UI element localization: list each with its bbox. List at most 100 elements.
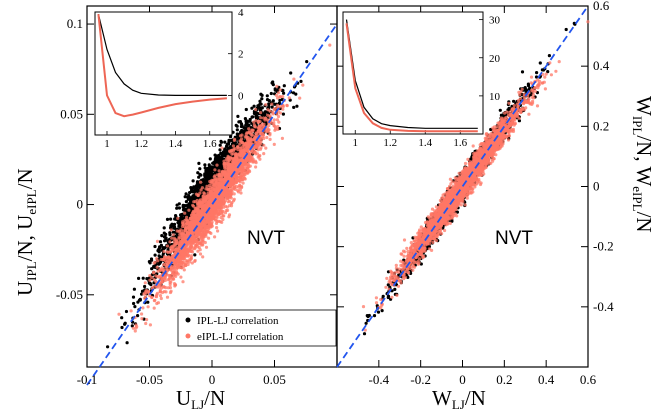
eipl-point [201,222,205,226]
ipl-point [203,179,207,184]
ipl-point [150,267,154,271]
ipl-point [163,239,167,243]
ipl-point [184,192,188,196]
eipl-point [218,220,222,224]
ipl-point [195,188,199,192]
ipl-point [235,128,239,132]
eipl-point [211,178,215,182]
ipl-point [305,60,309,64]
eipl-point [183,229,188,233]
eipl-point [229,204,234,208]
eipl-point [277,120,281,124]
eipl-point [199,234,203,238]
ipl-point [253,111,257,115]
eipl-point [142,292,146,296]
eipl-point [167,277,171,281]
eipl-point [206,218,210,222]
ipl-point [143,284,147,289]
ipl-point [227,139,231,143]
ipl-point [282,84,286,88]
ipl-point [159,243,163,247]
ipl-point [179,213,183,217]
ipl-point [235,124,239,128]
eipl-point [179,275,183,279]
ipl-point [198,167,202,171]
eipl-point [201,194,205,199]
eipl-point [165,244,170,248]
ipl-point [140,292,144,296]
ipl-point [131,295,136,299]
ipl-point [147,281,151,285]
ipl-point [223,140,227,144]
ipl-point [183,208,187,212]
eipl-point [246,170,250,174]
eipl-point [220,146,224,150]
eipl-point [259,142,263,146]
ipl-point [229,135,233,139]
eipl-point [163,262,167,266]
eipl-point [232,199,236,203]
eipl-point [272,142,276,146]
eipl-point [245,137,249,141]
eipl-point [143,281,147,285]
ipl-point [208,157,212,161]
eipl-point [259,116,263,120]
ipl-point [197,161,201,165]
eipl-point [247,142,251,146]
eipl-point [203,240,207,245]
ipl-point [209,171,213,175]
eipl-point [213,194,217,198]
ipl-point [191,179,195,183]
eipl-point [228,194,232,198]
eipl-point [188,228,192,232]
eipl-point [240,178,244,182]
ipl-point [294,92,298,96]
eipl-point [190,236,194,240]
eipl-point [117,312,121,316]
ipl-point [133,305,137,309]
eipl-point [215,186,219,190]
ipl-point [168,231,172,235]
eipl-point [191,203,195,207]
eipl-point [278,95,282,99]
eipl-point [160,290,165,295]
ipl-point [247,123,251,127]
ipl-point [193,253,197,257]
eipl-point [197,214,201,218]
ipl-point [270,81,274,85]
eipl-point [257,119,261,123]
ipl-point [214,156,218,160]
ipl-point [281,112,285,116]
eipl-point [254,125,258,129]
eipl-point [226,200,230,204]
eipl-point [177,235,181,239]
ipl-point [220,155,224,159]
ipl-point [137,276,141,280]
eipl-point [189,217,193,221]
ipl-point [132,301,136,306]
ipl-point [217,153,221,157]
ipl-point [393,287,397,291]
ipl-point [189,190,193,194]
eipl-point [191,223,195,227]
ipl-point [242,129,246,133]
ipl-point [188,200,193,204]
eipl-point [207,236,211,240]
ipl-point [174,214,178,218]
ipl-point [196,171,200,175]
eipl-point [168,240,172,244]
eipl-point [207,221,211,225]
eipl-point [169,228,173,232]
eipl-point [148,323,152,327]
eipl-point [301,83,305,87]
eipl-point [234,178,238,182]
ipl-point [145,277,149,281]
ipl-point [120,325,124,330]
ipl-point [289,71,293,75]
eipl-point [190,245,194,249]
ipl-point [271,99,275,103]
ipl-point [125,341,129,345]
eipl-point [227,215,231,219]
ipl-point [194,184,198,188]
